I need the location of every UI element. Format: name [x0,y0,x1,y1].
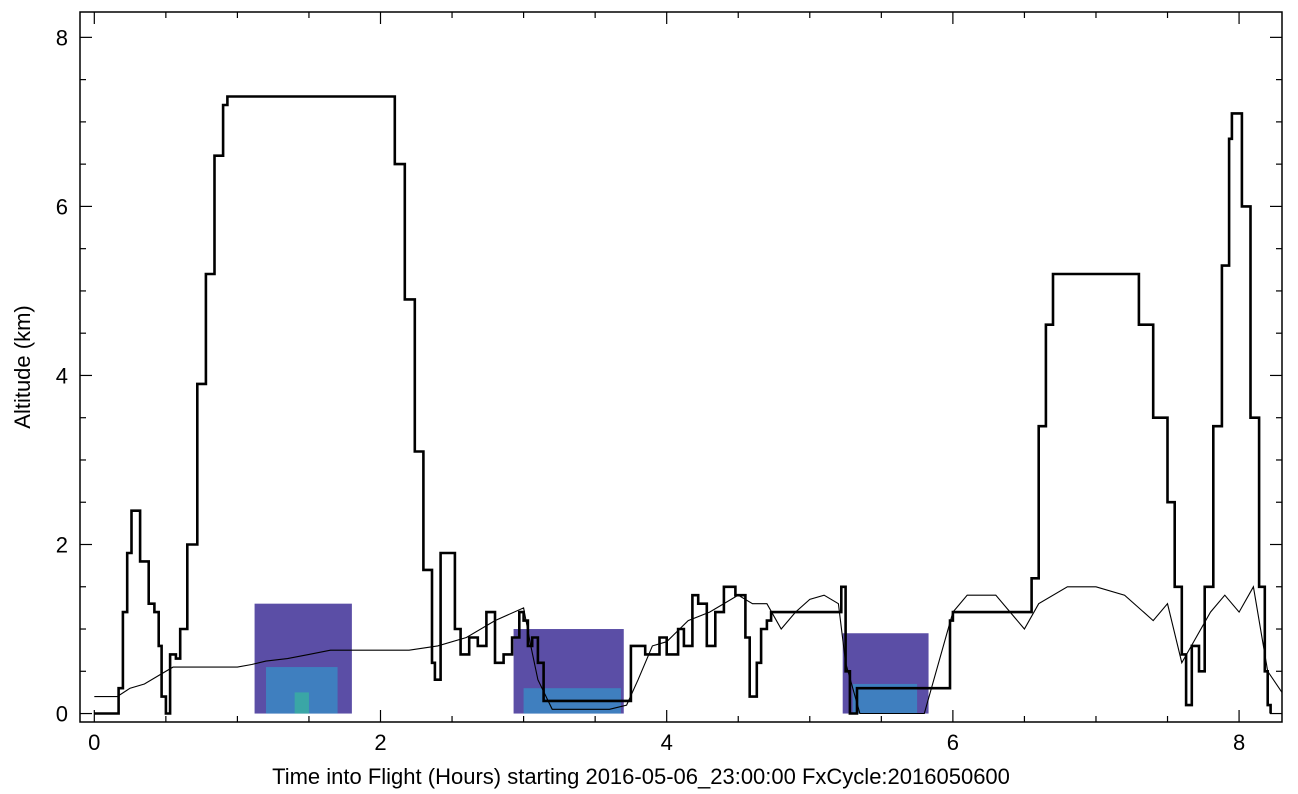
y-axis-title: Altitude (km) [10,305,35,428]
flight-track-line [94,95,1272,715]
x-axis-title: Time into Flight (Hours) starting 2016-0… [272,764,1010,789]
series-lines [94,95,1283,715]
axis-ticks: 0 2 4 6 8 0 2 4 6 8 [56,12,1282,755]
plot-frame [79,11,1283,723]
y-tick-label: 4 [56,363,68,388]
shaded-region-2 [294,692,309,714]
x-tick-label: 8 [1233,730,1245,755]
terrain-line [94,585,1283,715]
shaded-regions [254,603,929,714]
y-tick-label: 6 [56,194,68,219]
x-tick-label: 2 [374,730,386,755]
y-tick-label: 8 [56,25,68,50]
y-tick-label: 0 [56,702,68,727]
x-tick-label: 0 [88,730,100,755]
y-tick-label: 2 [56,533,68,558]
x-tick-label: 4 [661,730,673,755]
x-tick-label: 6 [947,730,959,755]
